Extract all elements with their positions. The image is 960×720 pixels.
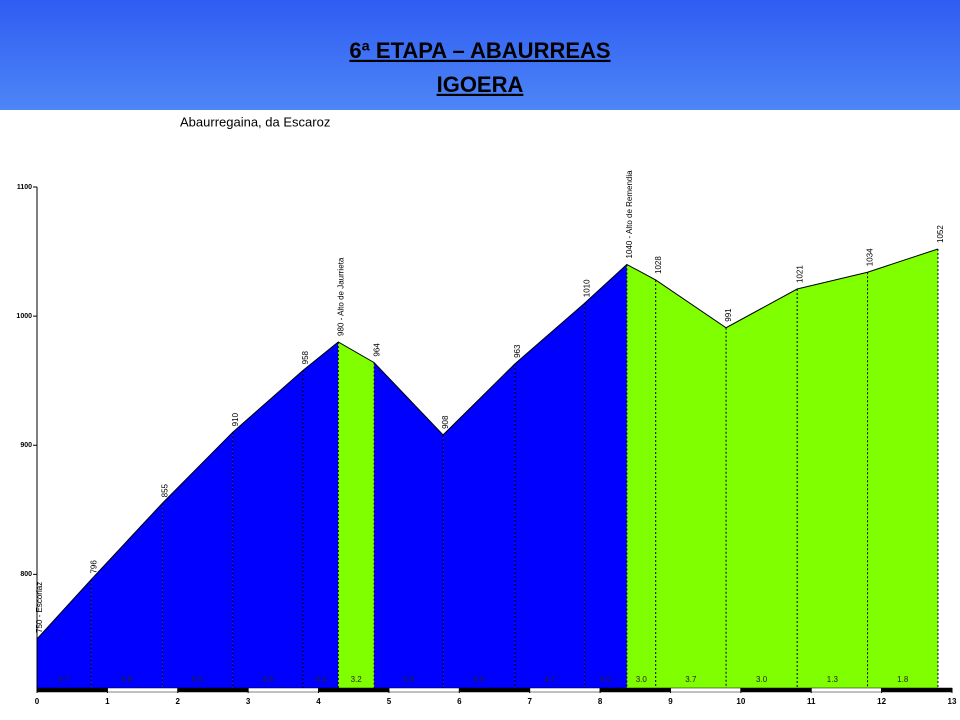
- point-label: 1040 - Alto de Remendia: [625, 170, 634, 259]
- segment-label: 5.8: [121, 675, 133, 684]
- profile-segment: [443, 363, 515, 688]
- point-label: 958: [301, 350, 310, 364]
- point-label: 991: [724, 308, 733, 322]
- point-label: 796: [89, 560, 98, 574]
- point-label: 750 - Escoriaz: [35, 582, 44, 633]
- scale-bar: [388, 687, 460, 693]
- profile-segment: [514, 303, 585, 688]
- segment-label: 5.5: [473, 675, 485, 684]
- segment-label: 1.3: [827, 675, 839, 684]
- point-label: 1028: [654, 256, 663, 274]
- profile-segment: [626, 264, 656, 688]
- point-label: 964: [372, 343, 381, 357]
- header-band: [0, 0, 960, 110]
- scale-bar: [247, 687, 319, 693]
- profile-segment: [867, 248, 938, 689]
- point-label: 980 - Alto de Jaurrieta: [336, 257, 345, 336]
- x-tick-label: 8: [598, 697, 603, 706]
- chart-title: Abaurregaina, da Escaroz: [180, 114, 330, 129]
- x-tick-label: 4: [316, 697, 321, 706]
- x-tick-label: 3: [246, 697, 251, 706]
- y-tick-label: 1000: [16, 313, 32, 320]
- point-label: 1034: [866, 248, 875, 266]
- scale-bar: [36, 687, 108, 693]
- x-tick-label: 10: [736, 697, 745, 706]
- scale-bar: [318, 687, 390, 693]
- x-tick-label: 12: [877, 697, 886, 706]
- scale-bar: [740, 687, 812, 693]
- scale-bar: [529, 687, 601, 693]
- header-title: 6ª ETAPA – ABAURREAS: [349, 38, 610, 63]
- x-tick-label: 1: [105, 697, 110, 706]
- segment-label: 3.7: [685, 675, 697, 684]
- segment-label: 5.6: [403, 675, 415, 684]
- profile-segment: [338, 341, 375, 688]
- x-tick-label: 0: [35, 697, 40, 706]
- x-tick-label: 7: [527, 697, 532, 706]
- point-label: 1021: [795, 265, 804, 283]
- segment-label: 3.0: [636, 675, 648, 684]
- segment-label: 5.7: [59, 675, 71, 684]
- scale-bar: [599, 687, 671, 693]
- scale-bar: [881, 687, 953, 693]
- profile-segment: [162, 432, 233, 688]
- x-tick-label: 2: [176, 697, 181, 706]
- scale-bar: [670, 687, 742, 693]
- x-tick-label: 5: [387, 697, 392, 706]
- x-tick-label: 13: [948, 697, 957, 706]
- profile-segment: [303, 341, 339, 688]
- segment-label: 4.4: [315, 675, 327, 684]
- segment-label: 5.5: [192, 675, 204, 684]
- y-tick-label: 1100: [17, 184, 32, 191]
- x-tick-label: 9: [668, 697, 673, 706]
- segment-label: 3.0: [756, 675, 768, 684]
- header-title: IGOERA: [437, 72, 524, 97]
- profile-segment: [91, 503, 163, 688]
- y-tick-label: 800: [20, 571, 32, 578]
- profile-segment: [797, 272, 868, 688]
- segment-label: 4.7: [544, 675, 556, 684]
- segment-label: 3.2: [351, 675, 363, 684]
- scale-bar: [107, 687, 179, 693]
- profile-segment: [37, 579, 92, 688]
- profile-line: [36, 248, 939, 640]
- profile-segment: [655, 279, 727, 688]
- profile-segment: [726, 289, 798, 688]
- profile-segment: [584, 264, 627, 688]
- point-label: 1010: [583, 279, 592, 297]
- point-label: 855: [160, 483, 169, 497]
- y-tick-label: 900: [20, 442, 32, 449]
- point-label: 910: [231, 412, 240, 426]
- profile-segment: [374, 362, 444, 688]
- segment-label: 4.8: [262, 675, 274, 684]
- scale-bar: [177, 687, 249, 693]
- point-label: 963: [513, 344, 522, 358]
- x-tick-label: 11: [807, 697, 816, 706]
- segment-label: 5.0: [600, 675, 612, 684]
- segment-label: 1.8: [897, 675, 909, 684]
- profile-segment: [232, 370, 304, 688]
- scale-bar: [459, 687, 530, 693]
- point-label: 1052: [936, 225, 945, 243]
- point-label: 908: [441, 415, 450, 429]
- scale-bar: [810, 687, 882, 693]
- x-tick-label: 6: [457, 697, 462, 706]
